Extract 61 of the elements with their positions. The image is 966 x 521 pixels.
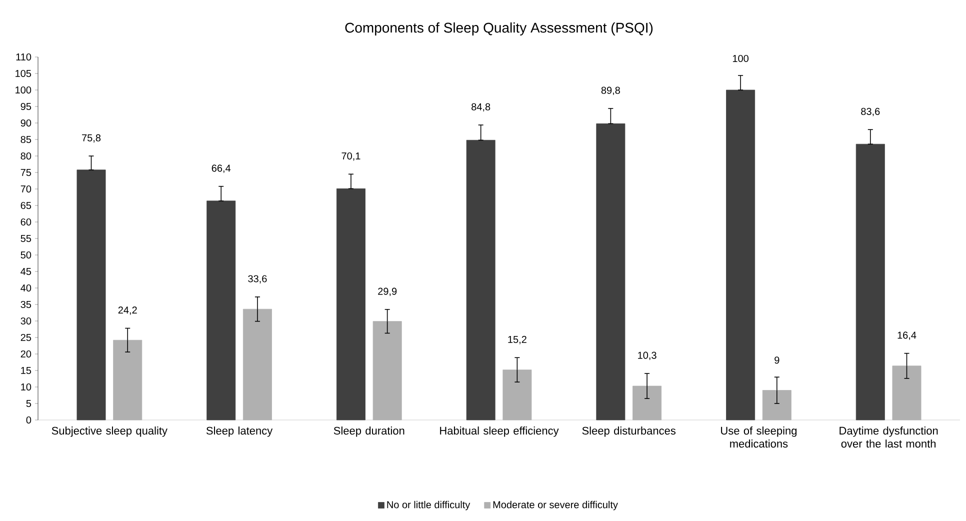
bar	[726, 90, 756, 420]
data-label: 70,1	[342, 152, 360, 161]
data-label: 84,8	[472, 103, 490, 112]
bar	[466, 140, 496, 420]
y-tick-label: 15	[21, 366, 32, 374]
data-label: 24,2	[118, 306, 137, 315]
y-tick-label: 25	[20, 334, 32, 342]
data-label: 66,4	[212, 164, 231, 173]
bar	[502, 370, 532, 420]
y-tick-label: 70	[20, 185, 32, 193]
y-tick-label: 50	[20, 251, 32, 259]
y-tick-label: 65	[20, 202, 32, 210]
bar	[372, 321, 402, 420]
data-label: 89,8	[601, 86, 620, 96]
y-tick-label: 75	[20, 168, 32, 176]
y-tick-label: 10	[21, 383, 32, 391]
data-label: 9	[774, 356, 780, 364]
data-label: 16,4	[898, 332, 916, 340]
y-tick-label: 110	[16, 53, 32, 61]
x-tick-label: Sleep duration	[334, 426, 404, 437]
x-tick-label: Sleep latency	[206, 426, 273, 437]
bar	[632, 386, 662, 420]
bar	[76, 170, 106, 420]
y-tick-label: 95	[20, 102, 32, 110]
bar	[113, 340, 142, 420]
y-tick-label: 40	[20, 284, 32, 292]
y-tick-label: 5	[26, 400, 32, 407]
y-tick-label: 0	[26, 416, 32, 424]
y-tick-label: 105	[16, 70, 32, 78]
data-label: 10,3	[638, 352, 656, 360]
y-tick-label: 30	[20, 317, 32, 325]
x-tick-label: Use of sleeping medications	[721, 426, 797, 448]
data-label: 75,8	[82, 134, 101, 143]
bar	[596, 123, 626, 420]
data-label: 33,6	[248, 275, 267, 284]
bar	[336, 188, 366, 420]
x-tick-label: Daytime dysfunction over the last month	[840, 426, 938, 448]
y-tick-label: 60	[20, 218, 32, 226]
x-tick-label: Sleep disturbances	[582, 426, 676, 437]
data-label: 100	[732, 54, 748, 62]
data-label: 29,9	[378, 288, 397, 296]
bar	[856, 144, 885, 420]
x-tick-label: Habitual sleep efficiency	[440, 426, 559, 437]
y-tick-label: 90	[20, 119, 32, 127]
y-tick-label: 45	[20, 268, 32, 275]
bar	[892, 366, 922, 420]
y-tick-label: 55	[20, 234, 32, 242]
data-label: 83,6	[861, 108, 880, 116]
chart-title: Components of Sleep Quality Assessment (PSQI)	[345, 22, 653, 36]
bar	[762, 390, 792, 420]
y-tick-label: 80	[20, 152, 32, 160]
bar	[206, 200, 236, 420]
legend-label: No or little difficulty	[387, 500, 470, 510]
y-tick-label: 100	[16, 86, 32, 94]
data-label: 15,2	[508, 336, 526, 344]
x-tick-label: Subjective sleep quality	[52, 426, 168, 437]
y-tick-label: 20	[20, 350, 32, 358]
bar	[242, 308, 272, 420]
y-tick-label: 85	[20, 136, 32, 144]
y-tick-label: 35	[20, 300, 32, 308]
legend-label: Moderate or severe difficulty	[493, 500, 618, 510]
